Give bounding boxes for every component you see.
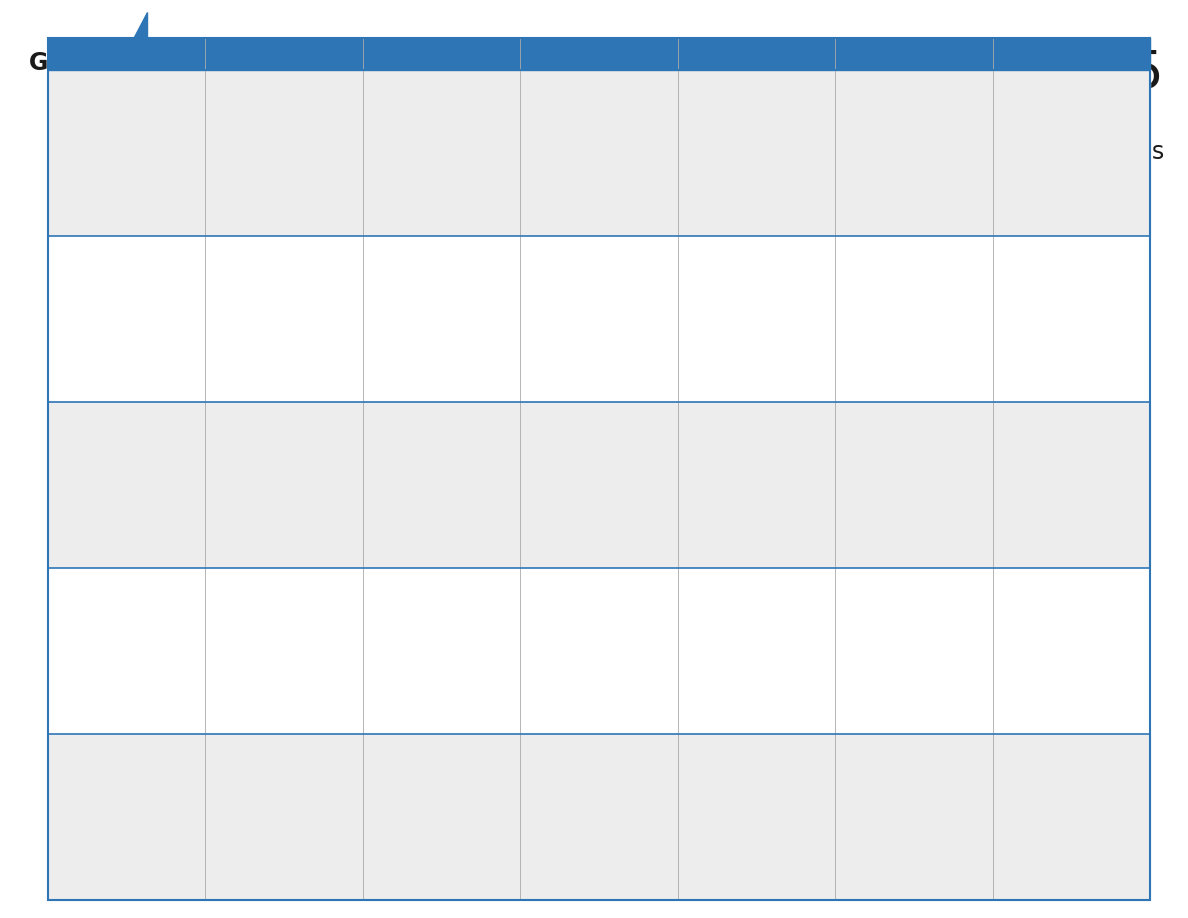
Text: 14: 14 <box>845 412 867 430</box>
Text: Sunrise: 6:21 AM
Sunset: 5:59 PM
Daylight: 11 hours
and 37 minutes.: Sunrise: 6:21 AM Sunset: 5:59 PM Dayligh… <box>372 442 491 508</box>
Text: 20: 20 <box>687 578 710 596</box>
Text: 21: 21 <box>845 578 867 596</box>
Text: Monday: Monday <box>216 45 282 63</box>
Text: Sunrise: 6:24 AM
Sunset: 5:56 PM
Daylight: 11 hours
and 32 minutes.: Sunrise: 6:24 AM Sunset: 5:56 PM Dayligh… <box>372 275 491 341</box>
Text: Sunrise: 6:13 AM
Sunset: 6:03 PM
Daylight: 11 hours
and 50 minutes.: Sunrise: 6:13 AM Sunset: 6:03 PM Dayligh… <box>845 774 963 839</box>
Text: Sunrise: 6:18 AM
Sunset: 6:01 PM
Daylight: 11 hours
and 42 minutes.: Sunrise: 6:18 AM Sunset: 6:01 PM Dayligh… <box>372 608 491 673</box>
Text: Wednesday: Wednesday <box>531 45 627 63</box>
Text: 19: 19 <box>530 578 552 596</box>
Text: Sunrise: 6:23 AM
Sunset: 5:56 PM
Daylight: 11 hours
and 32 minutes.: Sunrise: 6:23 AM Sunset: 5:56 PM Dayligh… <box>530 275 649 341</box>
Text: Sunrise: 6:22 AM
Sunset: 5:58 PM
Daylight: 11 hours
and 36 minutes.: Sunrise: 6:22 AM Sunset: 5:58 PM Dayligh… <box>215 442 334 508</box>
Text: 25: 25 <box>372 744 396 762</box>
Text: 23: 23 <box>57 744 81 762</box>
Text: Sunrise: 6:18 AM
Sunset: 6:01 PM
Daylight: 11 hours
and 43 minutes.: Sunrise: 6:18 AM Sunset: 6:01 PM Dayligh… <box>687 608 805 673</box>
Text: Friday: Friday <box>846 45 897 63</box>
Text: Sunrise: 6:19 AM
Sunset: 6:00 PM
Daylight: 11 hours
and 40 minutes.: Sunrise: 6:19 AM Sunset: 6:00 PM Dayligh… <box>57 608 176 673</box>
Text: Sunrise: 6:14 AM
Sunset: 6:03 PM
Daylight: 11 hours
and 48 minutes.: Sunrise: 6:14 AM Sunset: 6:03 PM Dayligh… <box>530 774 649 839</box>
Text: 12: 12 <box>530 412 552 430</box>
Polygon shape <box>114 12 147 74</box>
Text: Blue: Blue <box>63 91 121 116</box>
Text: Sunrise: 6:24 AM
Sunset: 5:55 PM
Daylight: 11 hours
and 31 minutes.: Sunrise: 6:24 AM Sunset: 5:55 PM Dayligh… <box>215 275 334 341</box>
Text: 8: 8 <box>1001 246 1013 264</box>
Text: Sunrise: 6:18 AM
Sunset: 6:01 PM
Daylight: 11 hours
and 43 minutes.: Sunrise: 6:18 AM Sunset: 6:01 PM Dayligh… <box>530 608 649 673</box>
Text: Sunrise: 6:15 AM
Sunset: 6:02 PM
Daylight: 11 hours
and 47 minutes.: Sunrise: 6:15 AM Sunset: 6:02 PM Dayligh… <box>215 774 334 839</box>
Text: Sunrise: 6:19 AM
Sunset: 6:01 PM
Daylight: 11 hours
and 41 minutes.: Sunrise: 6:19 AM Sunset: 6:01 PM Dayligh… <box>215 608 334 673</box>
Text: 17: 17 <box>215 578 238 596</box>
Text: 22: 22 <box>1001 578 1025 596</box>
Text: Sunrise: 6:17 AM
Sunset: 6:02 PM
Daylight: 11 hours
and 44 minutes.: Sunrise: 6:17 AM Sunset: 6:02 PM Dayligh… <box>845 608 963 673</box>
Text: Sunrise: 6:16 AM
Sunset: 6:02 PM
Daylight: 11 hours
and 46 minutes.: Sunrise: 6:16 AM Sunset: 6:02 PM Dayligh… <box>57 774 176 839</box>
Text: 13: 13 <box>687 412 710 430</box>
Text: 11: 11 <box>372 412 396 430</box>
Text: Sunrise: 6:15 AM
Sunset: 6:03 PM
Daylight: 11 hours
and 47 minutes.: Sunrise: 6:15 AM Sunset: 6:03 PM Dayligh… <box>372 774 491 839</box>
Text: 28: 28 <box>845 744 867 762</box>
Text: Sunrise: 6:22 AM
Sunset: 5:57 PM
Daylight: 11 hours
and 35 minutes.: Sunrise: 6:22 AM Sunset: 5:57 PM Dayligh… <box>1001 275 1120 341</box>
Text: Thursday: Thursday <box>689 45 766 63</box>
Text: 16: 16 <box>57 578 81 596</box>
Text: Sunrise: 6:24 AM
Sunset: 5:54 PM
Daylight: 11 hours
and 30 minutes.: Sunrise: 6:24 AM Sunset: 5:54 PM Dayligh… <box>1001 110 1120 175</box>
Text: 2: 2 <box>57 246 69 264</box>
Text: 5: 5 <box>530 246 542 264</box>
Text: Tuesday: Tuesday <box>374 45 442 63</box>
Text: General: General <box>29 50 132 74</box>
Text: 26: 26 <box>530 744 552 762</box>
Text: February 2025: February 2025 <box>779 48 1164 99</box>
Text: 1: 1 <box>1001 80 1013 98</box>
Text: Sunrise: 6:23 AM
Sunset: 5:57 PM
Daylight: 11 hours
and 34 minutes.: Sunrise: 6:23 AM Sunset: 5:57 PM Dayligh… <box>845 275 963 341</box>
Text: Sunrise: 6:22 AM
Sunset: 5:58 PM
Daylight: 11 hours
and 35 minutes.: Sunrise: 6:22 AM Sunset: 5:58 PM Dayligh… <box>57 442 176 508</box>
Text: 15: 15 <box>1001 412 1025 430</box>
Text: 7: 7 <box>845 246 857 264</box>
Text: Sunrise: 6:17 AM
Sunset: 6:02 PM
Daylight: 11 hours
and 45 minutes.: Sunrise: 6:17 AM Sunset: 6:02 PM Dayligh… <box>1001 608 1120 673</box>
Text: 4: 4 <box>372 246 384 264</box>
Text: Malabon, Metro Manila, Philippines: Malabon, Metro Manila, Philippines <box>754 140 1164 164</box>
Text: 18: 18 <box>372 578 396 596</box>
Text: 27: 27 <box>687 744 710 762</box>
Text: Saturday: Saturday <box>1004 45 1079 63</box>
Text: Sunrise: 6:20 AM
Sunset: 6:00 PM
Daylight: 11 hours
and 40 minutes.: Sunrise: 6:20 AM Sunset: 6:00 PM Dayligh… <box>1001 442 1120 508</box>
Text: 6: 6 <box>687 246 699 264</box>
Text: Sunday: Sunday <box>59 45 121 63</box>
Text: Sunrise: 6:20 AM
Sunset: 6:00 PM
Daylight: 11 hours
and 39 minutes.: Sunrise: 6:20 AM Sunset: 6:00 PM Dayligh… <box>845 442 963 508</box>
Text: Sunrise: 6:23 AM
Sunset: 5:57 PM
Daylight: 11 hours
and 33 minutes.: Sunrise: 6:23 AM Sunset: 5:57 PM Dayligh… <box>687 275 805 341</box>
Text: Sunrise: 6:21 AM
Sunset: 5:59 PM
Daylight: 11 hours
and 37 minutes.: Sunrise: 6:21 AM Sunset: 5:59 PM Dayligh… <box>530 442 649 508</box>
Text: 3: 3 <box>215 246 227 264</box>
Text: 24: 24 <box>215 744 238 762</box>
Text: Sunrise: 6:21 AM
Sunset: 5:59 PM
Daylight: 11 hours
and 38 minutes.: Sunrise: 6:21 AM Sunset: 5:59 PM Dayligh… <box>687 442 805 508</box>
Text: 10: 10 <box>215 412 238 430</box>
Text: Sunrise: 6:14 AM
Sunset: 6:03 PM
Daylight: 11 hours
and 49 minutes.: Sunrise: 6:14 AM Sunset: 6:03 PM Dayligh… <box>687 774 805 839</box>
Text: 9: 9 <box>57 412 69 430</box>
Text: Sunrise: 6:24 AM
Sunset: 5:55 PM
Daylight: 11 hours
and 30 minutes.: Sunrise: 6:24 AM Sunset: 5:55 PM Dayligh… <box>57 275 176 341</box>
